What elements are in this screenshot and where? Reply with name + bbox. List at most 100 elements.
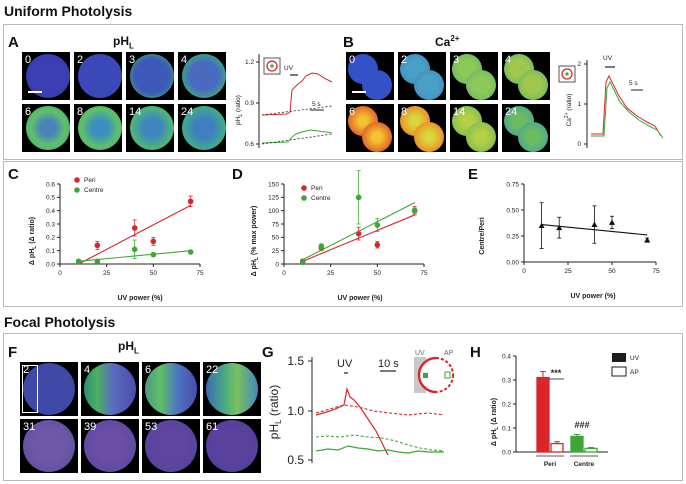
frame-time-label: 14: [453, 106, 466, 118]
panel-h-sig-centre: ###: [574, 420, 589, 430]
image-frame: 4: [502, 52, 550, 100]
frame-time-label: 24: [181, 106, 194, 118]
x-tick-label: 50: [374, 270, 382, 277]
panel-g-centre-trace: [315, 445, 444, 454]
bar: [536, 376, 550, 453]
cell-image: [130, 54, 174, 98]
panel-letter-h: H: [470, 344, 481, 361]
frame-time-label: 61: [206, 421, 219, 433]
data-point: [94, 242, 101, 249]
panel-a-ytick-3: 0.6: [245, 141, 254, 148]
scale-bar: [28, 91, 42, 93]
panel-b-title: Ca2+: [435, 34, 460, 49]
panel-g-peri-trace: [315, 386, 389, 456]
cell-image: [26, 106, 70, 150]
panel-h-legend-uv: UV: [630, 355, 640, 362]
panel-a-centre-trace: [261, 129, 333, 144]
bar: [550, 442, 564, 453]
frame-time-label: 6: [145, 364, 152, 376]
panel-g-ylabel: pHL (ratio): [268, 385, 283, 439]
panel-b-ytick-1: 2: [577, 61, 581, 68]
cell-image: [414, 122, 444, 152]
x-tick-label: 0: [282, 270, 286, 277]
image-frame: 3: [126, 52, 174, 100]
x-tick-label: 50: [608, 268, 616, 275]
y-tick-label: 0.1: [46, 248, 55, 255]
image-frame: 6: [142, 362, 200, 416]
image-frame: 22: [203, 362, 261, 416]
y-tick-label: 0.0: [46, 261, 55, 268]
panel-b-centre-trace: [591, 80, 664, 139]
cell-image: [23, 363, 75, 415]
panel-b-ytick-3: 0: [577, 141, 581, 148]
panel-c-legend-peri: Peri: [84, 177, 96, 184]
cell-image: [182, 106, 226, 150]
x-tick-label: 25: [103, 270, 111, 277]
y-tick-label: 0: [275, 261, 279, 268]
frame-time-label: 3: [129, 54, 136, 66]
y-tick-label: 150: [268, 181, 279, 188]
frame-time-label: 3: [453, 54, 460, 66]
image-frame: 8: [74, 104, 122, 152]
uniform-panel-frame-bottom: [3, 161, 683, 307]
panel-h-ylabel: Δ pHL (Δ ratio): [491, 398, 500, 446]
image-frame: 6: [22, 104, 70, 152]
image-frame: 4: [178, 52, 226, 100]
frame-time-label: 0: [25, 54, 32, 66]
image-frame: 14: [126, 104, 174, 152]
cell-image: [78, 54, 122, 98]
cell-image: [182, 54, 226, 98]
panel-e-ylabel: Centre/Peri: [479, 217, 486, 254]
cell-image: [518, 70, 548, 100]
panel-g-ytick-3: 0.5: [287, 453, 304, 467]
panel-d-ylabel: Δ pHL (% max power): [251, 206, 260, 277]
image-frame: 0: [346, 52, 394, 100]
image-frame: 8: [398, 104, 446, 152]
y-tick-label: 0.3: [502, 377, 511, 384]
panel-a-title: pHL: [113, 34, 134, 51]
panel-d-legend: Peri Centre: [301, 185, 331, 202]
y-tick-label: 0.0: [502, 449, 511, 456]
panel-letter-b: B: [343, 34, 354, 51]
panel-f-title: pHL: [118, 339, 139, 356]
x-tick-label: 50: [150, 270, 158, 277]
x-tick-label: 25: [327, 270, 335, 277]
y-tick-label: 0.25: [506, 233, 519, 240]
cell-image: [206, 363, 258, 415]
cell-inset-icon: [558, 65, 576, 83]
frame-time-label: 2: [23, 364, 30, 376]
cell-image: [23, 420, 75, 472]
bar: [570, 435, 584, 453]
cell-image: [145, 420, 197, 472]
y-tick-label: 125: [268, 195, 279, 202]
image-frame: 39: [81, 419, 139, 473]
cell-image: [466, 122, 496, 152]
image-frame: 53: [142, 419, 200, 473]
uv-spot-outline: [22, 365, 38, 413]
panel-h-sig-peri: ***: [551, 368, 562, 378]
frame-time-label: 8: [401, 106, 408, 118]
panel-d-legend-peri: Peri: [311, 185, 323, 192]
frame-time-label: 0: [349, 54, 356, 66]
panel-g-inset: UV AP: [414, 350, 454, 394]
cell-image: [145, 363, 197, 415]
panel-g-ytick-1: 1.5: [287, 354, 304, 368]
image-frame: 2: [20, 362, 78, 416]
fit-line: [302, 202, 415, 261]
data-point: [150, 251, 157, 258]
panel-a-ytick-1: 1.2: [245, 59, 254, 66]
y-tick-label: 50: [272, 235, 280, 242]
frame-time-label: 6: [25, 106, 32, 118]
panel-c-legend-centre: Centre: [84, 187, 104, 194]
data-point: [538, 222, 545, 228]
panel-b-uv-label: UV: [603, 55, 613, 62]
panel-g-scale-label: 10 s: [378, 358, 399, 370]
y-tick-label: 0.2: [502, 401, 511, 408]
data-point: [94, 258, 101, 265]
data-point: [374, 222, 381, 228]
image-frame: 2: [74, 52, 122, 100]
y-tick-label: 0.00: [506, 259, 519, 266]
frame-time-label: 4: [505, 54, 512, 66]
y-tick-label: 75: [272, 221, 280, 228]
panel-e-chart: Centre/Peri UV power (%) 0.00 0.25 0.50 0.7…: [479, 181, 660, 300]
